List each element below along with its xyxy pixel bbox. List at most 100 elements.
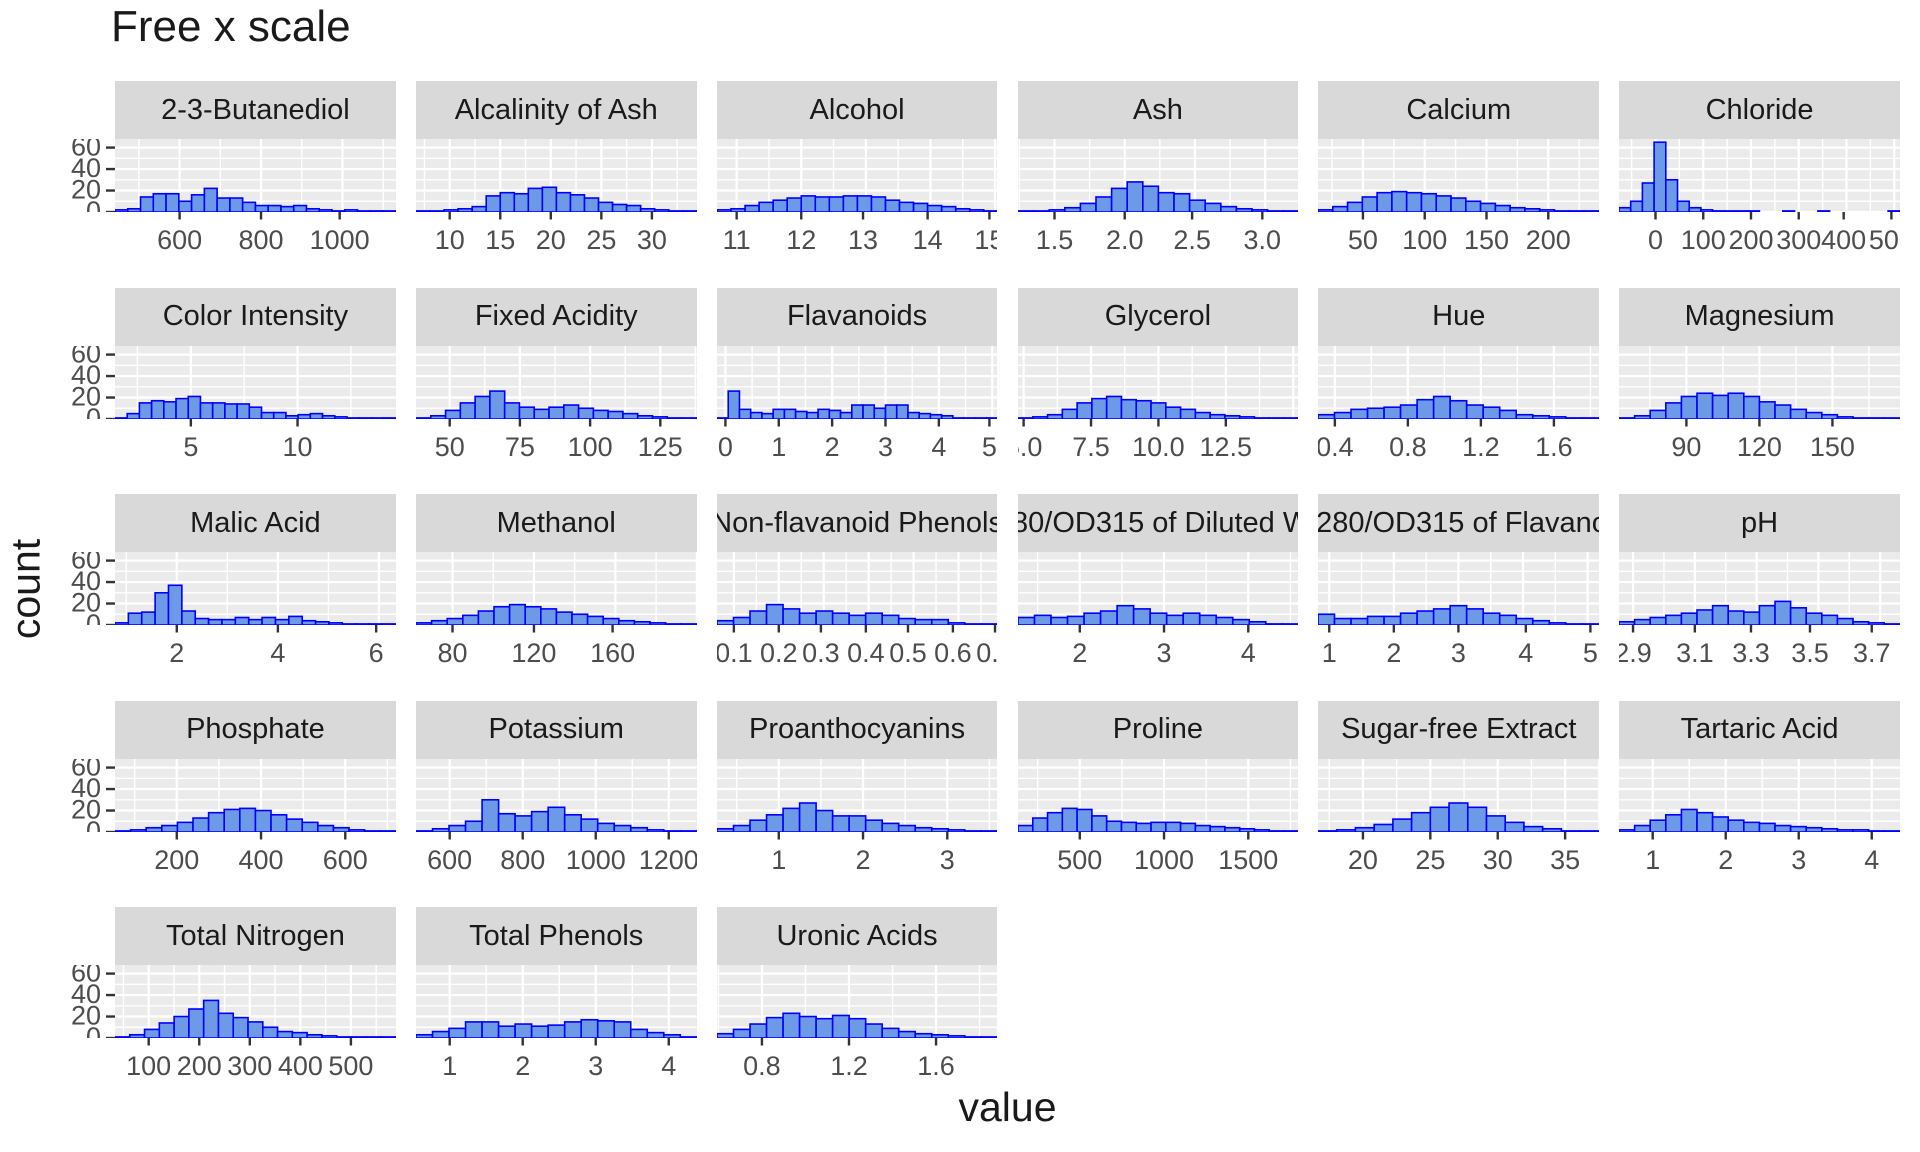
svg-text:15: 15 — [974, 225, 997, 255]
svg-text:600: 600 — [157, 225, 202, 255]
svg-text:100: 100 — [567, 432, 612, 462]
svg-text:500: 500 — [1057, 845, 1102, 875]
svg-text:0.4: 0.4 — [1318, 432, 1354, 462]
svg-text:3.1: 3.1 — [1676, 638, 1714, 668]
svg-text:30: 30 — [637, 225, 667, 255]
svg-text:2: 2 — [1072, 638, 1087, 668]
svg-text:25: 25 — [586, 225, 616, 255]
svg-text:2: 2 — [1718, 845, 1733, 875]
svg-text:0.1: 0.1 — [717, 638, 753, 668]
svg-text:4: 4 — [661, 1051, 676, 1081]
svg-text:0.8: 0.8 — [743, 1051, 781, 1081]
svg-text:20: 20 — [536, 225, 566, 255]
svg-text:3.3: 3.3 — [1732, 638, 1770, 668]
svg-text:50: 50 — [1348, 225, 1378, 255]
svg-text:20: 20 — [1348, 845, 1378, 875]
svg-text:10.0: 10.0 — [1132, 432, 1185, 462]
svg-text:500: 500 — [328, 1051, 373, 1081]
svg-text:12: 12 — [786, 225, 816, 255]
svg-text:3: 3 — [1451, 638, 1466, 668]
svg-text:500: 500 — [1869, 225, 1900, 255]
svg-text:4: 4 — [1519, 638, 1534, 668]
svg-text:25: 25 — [1416, 845, 1446, 875]
svg-text:3.7: 3.7 — [1853, 638, 1891, 668]
svg-text:1: 1 — [1645, 845, 1660, 875]
svg-text:600: 600 — [323, 845, 368, 875]
svg-text:0.5: 0.5 — [889, 638, 927, 668]
svg-text:11: 11 — [722, 225, 750, 255]
svg-text:0.8: 0.8 — [1389, 432, 1427, 462]
svg-text:4: 4 — [1864, 845, 1879, 875]
svg-text:100: 100 — [1403, 225, 1448, 255]
svg-text:35: 35 — [1550, 845, 1580, 875]
svg-text:12.5: 12.5 — [1199, 432, 1252, 462]
svg-text:5: 5 — [183, 432, 198, 462]
svg-text:150: 150 — [1810, 432, 1855, 462]
svg-text:2.5: 2.5 — [1173, 225, 1211, 255]
svg-text:1000: 1000 — [310, 225, 370, 255]
svg-text:3: 3 — [588, 1051, 603, 1081]
svg-text:60: 60 — [71, 965, 101, 988]
svg-text:200: 200 — [177, 1051, 222, 1081]
svg-text:1.2: 1.2 — [1462, 432, 1500, 462]
svg-text:60: 60 — [71, 346, 101, 369]
svg-text:300: 300 — [227, 1051, 272, 1081]
svg-text:2: 2 — [855, 845, 870, 875]
svg-text:1200: 1200 — [639, 845, 697, 875]
svg-text:60: 60 — [71, 552, 101, 575]
svg-text:2: 2 — [824, 432, 839, 462]
svg-text:60: 60 — [71, 759, 101, 782]
svg-text:0.4: 0.4 — [847, 638, 885, 668]
svg-text:800: 800 — [500, 845, 545, 875]
svg-text:160: 160 — [590, 638, 635, 668]
svg-text:15: 15 — [485, 225, 515, 255]
svg-text:1: 1 — [771, 845, 786, 875]
svg-text:3: 3 — [1156, 638, 1171, 668]
svg-text:3.0: 3.0 — [1243, 225, 1281, 255]
svg-text:0.6: 0.6 — [934, 638, 972, 668]
svg-text:120: 120 — [511, 638, 556, 668]
svg-text:200: 200 — [1526, 225, 1571, 255]
svg-text:0: 0 — [1648, 225, 1663, 255]
svg-text:6: 6 — [369, 638, 384, 668]
svg-text:1: 1 — [1322, 638, 1337, 668]
svg-text:1.2: 1.2 — [830, 1051, 868, 1081]
svg-text:200: 200 — [1729, 225, 1774, 255]
svg-text:1: 1 — [771, 432, 786, 462]
svg-text:4: 4 — [270, 638, 285, 668]
svg-text:120: 120 — [1737, 432, 1782, 462]
svg-text:3: 3 — [1791, 845, 1806, 875]
svg-text:200: 200 — [154, 845, 199, 875]
svg-text:50: 50 — [435, 432, 465, 462]
svg-text:30: 30 — [1483, 845, 1513, 875]
svg-text:75: 75 — [505, 432, 535, 462]
svg-text:2: 2 — [1387, 638, 1402, 668]
svg-text:1.6: 1.6 — [917, 1051, 955, 1081]
svg-text:100: 100 — [1681, 225, 1726, 255]
svg-text:300: 300 — [1776, 225, 1821, 255]
svg-text:2: 2 — [515, 1051, 530, 1081]
svg-text:800: 800 — [239, 225, 284, 255]
svg-text:14: 14 — [912, 225, 942, 255]
svg-text:150: 150 — [1464, 225, 1509, 255]
svg-text:100: 100 — [126, 1051, 171, 1081]
svg-text:2: 2 — [169, 638, 184, 668]
svg-text:0.3: 0.3 — [802, 638, 840, 668]
svg-text:600: 600 — [427, 845, 472, 875]
svg-text:1.6: 1.6 — [1535, 432, 1573, 462]
svg-text:80: 80 — [437, 638, 467, 668]
svg-text:7.5: 7.5 — [1072, 432, 1110, 462]
svg-text:1000: 1000 — [566, 845, 626, 875]
svg-text:0.2: 0.2 — [760, 638, 798, 668]
svg-text:4: 4 — [1240, 638, 1255, 668]
svg-text:3.5: 3.5 — [1791, 638, 1829, 668]
svg-text:2.9: 2.9 — [1619, 638, 1652, 668]
svg-text:1.5: 1.5 — [1035, 225, 1073, 255]
svg-text:125: 125 — [638, 432, 683, 462]
svg-text:10: 10 — [283, 432, 313, 462]
svg-text:3: 3 — [939, 845, 954, 875]
svg-text:2.0: 2.0 — [1105, 225, 1143, 255]
svg-text:400: 400 — [278, 1051, 323, 1081]
svg-text:60: 60 — [71, 139, 101, 162]
svg-text:400: 400 — [239, 845, 284, 875]
